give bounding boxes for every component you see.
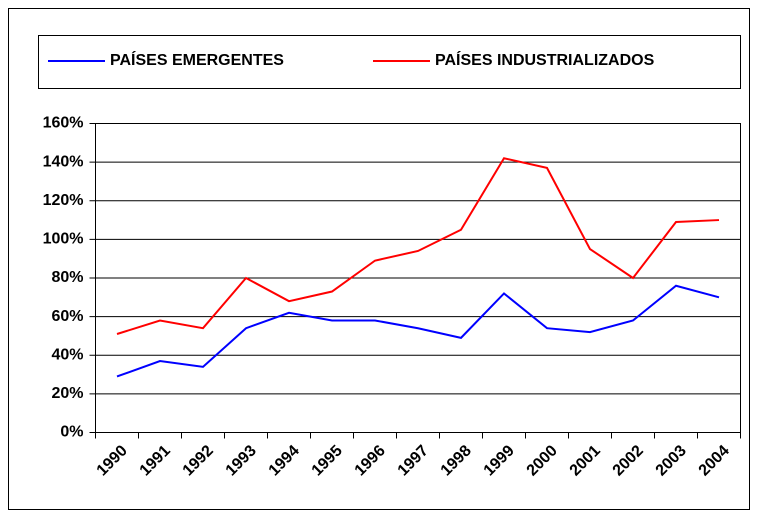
y-tick-label: 160% <box>43 115 84 132</box>
series-line <box>116 284 720 378</box>
y-tick-label: 140% <box>43 153 84 170</box>
series-line <box>116 157 720 335</box>
y-tick-label: 80% <box>51 269 83 286</box>
y-tick-label: 0% <box>60 424 83 441</box>
y-tick-label: 40% <box>51 346 83 363</box>
legend-label: PAÍSES EMERGENTES <box>110 50 284 69</box>
y-tick-label: 100% <box>43 231 84 248</box>
y-tick-label: 60% <box>51 308 83 325</box>
y-tick-label: 120% <box>43 192 84 209</box>
y-tick-label: 20% <box>51 385 83 402</box>
legend-label: PAÍSES INDUSTRIALIZADOS <box>435 50 655 69</box>
